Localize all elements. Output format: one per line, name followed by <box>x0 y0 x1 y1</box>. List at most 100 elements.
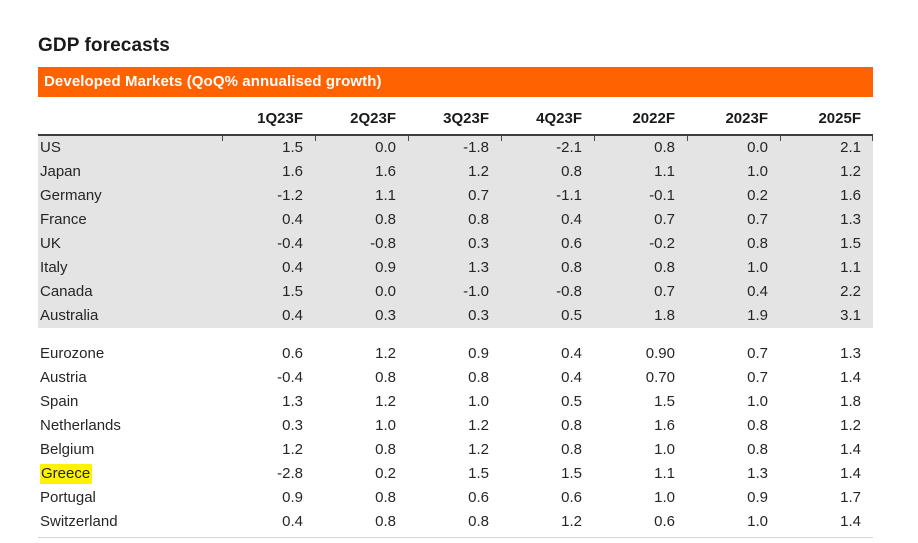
value-cell: 0.7 <box>747 369 768 386</box>
table-row-us: US 1.5 0.0 -1.8 -2.1 0.8 0.0 2.1 <box>38 135 873 160</box>
country-label: Australia <box>38 304 222 328</box>
value-cell: 0.6 <box>468 489 489 506</box>
value-cell: 0.6 <box>654 513 675 530</box>
table-row-austria: Austria -0.4 0.8 0.8 0.4 0.70 0.7 1.4 <box>38 366 873 390</box>
table-row-portugal: Portugal 0.9 0.8 0.6 0.6 1.0 0.9 1.7 <box>38 486 873 510</box>
value-cell: 1.3 <box>840 345 861 362</box>
country-label: Belgium <box>40 441 95 458</box>
table-row-spain: Spain 1.3 1.2 1.0 0.5 1.5 1.0 1.8 <box>38 390 873 414</box>
report-table-figure: GDP forecasts Developed Markets (QoQ% an… <box>38 0 873 538</box>
country-label: Portugal <box>40 489 96 506</box>
value-cell: 0.7 <box>687 208 780 232</box>
value-cell: 1.5 <box>654 393 675 410</box>
country-label: US <box>38 135 222 160</box>
value-cell: -2.1 <box>501 135 594 160</box>
table-row-eurozone: Eurozone 0.6 1.2 0.9 0.4 0.90 0.7 1.3 <box>38 342 873 366</box>
value-cell: -0.8 <box>501 280 594 304</box>
value-cell: 1.9 <box>687 304 780 328</box>
value-cell: 1.4 <box>840 513 861 530</box>
value-cell: 0.5 <box>561 393 582 410</box>
bottom-divider <box>38 537 873 538</box>
value-cell: 1.0 <box>687 160 780 184</box>
value-cell: 1.2 <box>375 393 396 410</box>
value-cell: 0.8 <box>561 417 582 434</box>
value-cell: 1.2 <box>561 513 582 530</box>
value-cell: 1.0 <box>747 513 768 530</box>
value-cell: 3.1 <box>780 304 873 328</box>
value-cell: 0.8 <box>747 441 768 458</box>
value-cell: 0.8 <box>594 135 687 160</box>
developed-markets-block: US 1.5 0.0 -1.8 -2.1 0.8 0.0 2.1 Japan 1.6 1.6 1.2 0… <box>38 135 873 328</box>
table-row-france: France 0.4 0.8 0.8 0.4 0.7 0.7 1.3 <box>38 208 873 232</box>
value-cell: 0.0 <box>687 135 780 160</box>
value-cell: 0.3 <box>408 232 501 256</box>
value-cell: 1.5 <box>222 135 315 160</box>
country-label: France <box>38 208 222 232</box>
value-cell: 0.7 <box>594 208 687 232</box>
value-cell: 0.8 <box>594 256 687 280</box>
value-cell: 0.3 <box>315 304 408 328</box>
table-banner-label: Developed Markets (QoQ% annualised growt… <box>44 73 382 90</box>
column-header-2023f: 2023F <box>687 97 780 136</box>
value-cell: 0.6 <box>561 489 582 506</box>
column-header-2022f: 2022F <box>594 97 687 136</box>
value-cell: 1.3 <box>747 465 768 482</box>
value-cell: 1.5 <box>222 280 315 304</box>
value-cell: 1.8 <box>594 304 687 328</box>
value-cell: -1.8 <box>408 135 501 160</box>
value-cell: 1.4 <box>840 465 861 482</box>
table-row-belgium: Belgium 1.2 0.8 1.2 0.8 1.0 0.8 1.4 <box>38 438 873 462</box>
value-cell: 0.7 <box>408 184 501 208</box>
gdp-forecast-table: 1Q23F 2Q23F 3Q23F 4Q23F 2022F 2023F 2025F US 1.… <box>38 97 873 534</box>
value-cell: 0.8 <box>315 208 408 232</box>
value-cell: 0.4 <box>282 513 303 530</box>
country-label: Spain <box>40 393 79 410</box>
table-row-switzerland: Switzerland 0.4 0.8 0.8 1.2 0.6 1.0 1.4 <box>38 510 873 534</box>
value-cell: 1.5 <box>468 465 489 482</box>
value-cell: 0.3 <box>282 417 303 434</box>
value-cell: 1.6 <box>222 160 315 184</box>
table-row-netherlands: Netherlands 0.3 1.0 1.2 0.8 1.6 0.8 1.2 <box>38 414 873 438</box>
value-cell: 2.2 <box>780 280 873 304</box>
value-cell: 0.8 <box>501 256 594 280</box>
value-cell: 1.6 <box>315 160 408 184</box>
value-cell: 0.8 <box>561 441 582 458</box>
value-cell: 1.0 <box>747 393 768 410</box>
value-cell: 0.2 <box>687 184 780 208</box>
value-cell: 0.7 <box>747 345 768 362</box>
value-cell: 1.2 <box>780 160 873 184</box>
value-cell: 1.0 <box>654 489 675 506</box>
value-cell: 1.7 <box>840 489 861 506</box>
value-cell: 1.6 <box>654 417 675 434</box>
value-cell: 0.70 <box>645 369 675 386</box>
country-label: Netherlands <box>40 417 121 434</box>
value-cell: 0.9 <box>468 345 489 362</box>
value-cell: 0.8 <box>408 208 501 232</box>
header-row: 1Q23F 2Q23F 3Q23F 4Q23F 2022F 2023F 2025F <box>38 97 873 136</box>
value-cell: 0.8 <box>375 489 396 506</box>
value-cell: 0.4 <box>222 208 315 232</box>
value-cell: 1.4 <box>840 369 861 386</box>
table-row-greece: Greece -2.8 0.2 1.5 1.5 1.1 1.3 1.4 <box>38 462 873 486</box>
table-row-germany: Germany -1.2 1.1 0.7 -1.1 -0.1 0.2 1.6 <box>38 184 873 208</box>
value-cell: 0.7 <box>594 280 687 304</box>
value-cell: 0.5 <box>501 304 594 328</box>
value-cell: -0.8 <box>315 232 408 256</box>
value-cell: 1.6 <box>780 184 873 208</box>
value-cell: 0.6 <box>501 232 594 256</box>
value-cell: 1.2 <box>408 160 501 184</box>
value-cell: 0.9 <box>315 256 408 280</box>
column-header-2q23f: 2Q23F <box>315 97 408 136</box>
value-cell: 0.4 <box>222 304 315 328</box>
country-label: Greece <box>38 462 222 486</box>
value-cell: 0.4 <box>561 369 582 386</box>
country-label: Germany <box>38 184 222 208</box>
value-cell: 1.5 <box>780 232 873 256</box>
value-cell: 1.1 <box>780 256 873 280</box>
table-row-uk: UK -0.4 -0.8 0.3 0.6 -0.2 0.8 1.5 <box>38 232 873 256</box>
value-cell: 0.0 <box>315 135 408 160</box>
value-cell: 0.3 <box>408 304 501 328</box>
value-cell: 0.0 <box>315 280 408 304</box>
value-cell: 0.8 <box>468 513 489 530</box>
value-cell: 0.4 <box>561 345 582 362</box>
